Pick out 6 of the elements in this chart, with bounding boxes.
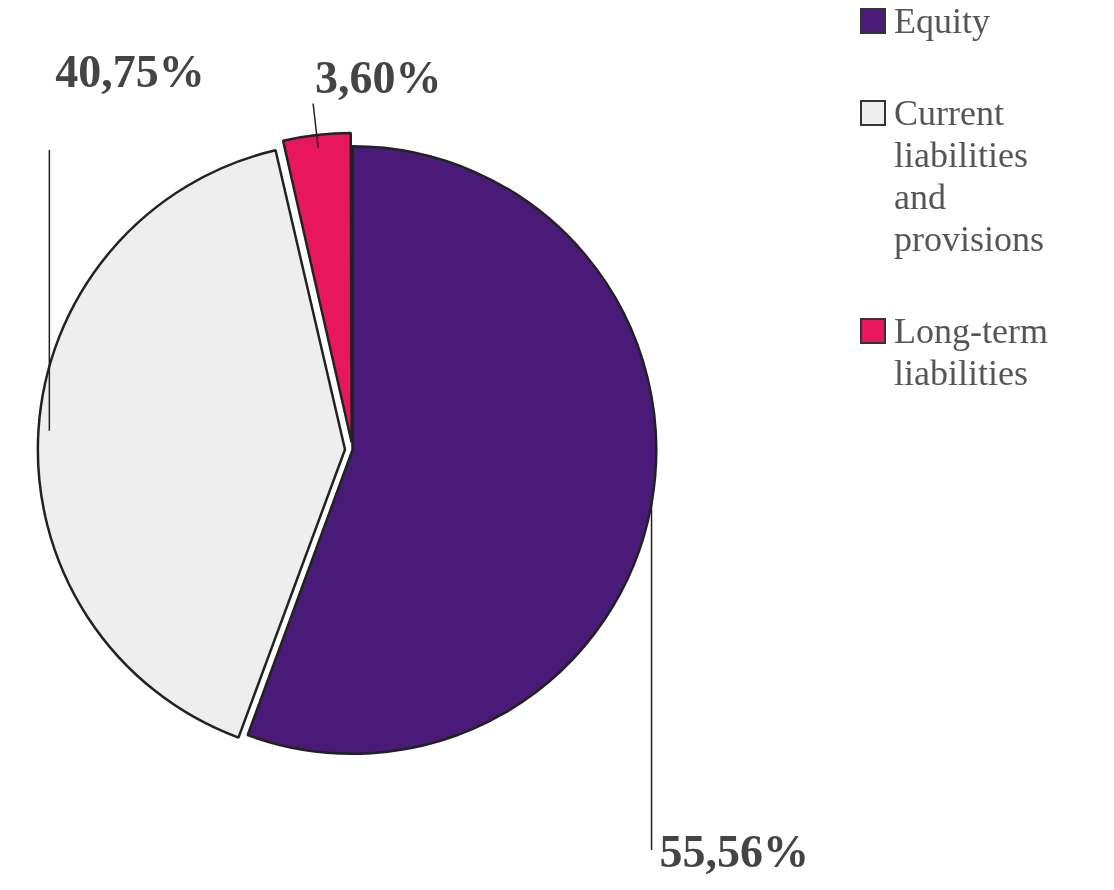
data-label: 40,75% (55, 45, 205, 97)
data-label: 55,56% (659, 825, 810, 877)
legend-label: Current liabilities and provisions (894, 92, 1045, 260)
data-label: 3,60% (315, 52, 442, 104)
legend-label: Equity (894, 0, 990, 42)
legend-label: Long-term liabilities (894, 310, 1049, 394)
